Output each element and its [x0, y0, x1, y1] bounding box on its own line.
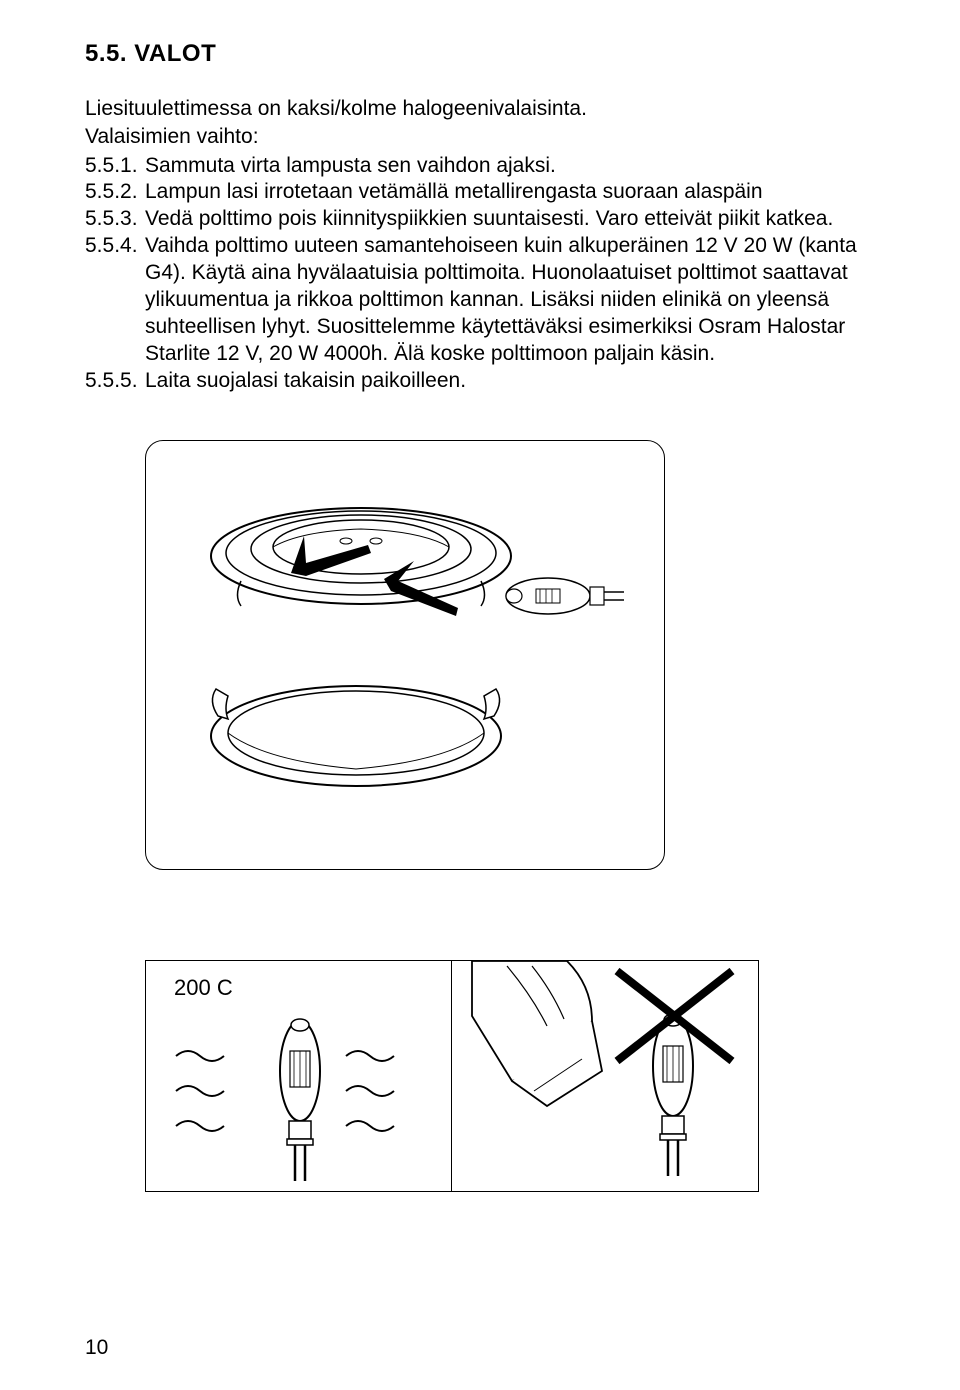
- lamp-replacement-illustration: [146, 441, 666, 871]
- section-number: 5.5.: [85, 40, 127, 67]
- list-item-number: 5.5.5.: [85, 368, 145, 395]
- no-touch-panel: [452, 960, 759, 1192]
- intro-line-2: Valaisimien vaihto:: [85, 124, 875, 150]
- list-item-number: 5.5.3.: [85, 206, 145, 233]
- section-heading: 5.5. VALOT: [85, 40, 875, 68]
- main-diagram: [145, 440, 665, 870]
- no-touch-illustration: [452, 961, 759, 1193]
- list-item: 5.5.2. Lampun lasi irrotetaan vetämällä …: [85, 179, 875, 206]
- list-item: 5.5.3. Vedä polttimo pois kiinnityspiikk…: [85, 206, 875, 233]
- list-item-text: Vedä polttimo pois kiinnityspiikkien suu…: [145, 206, 875, 233]
- bottom-diagram-row: 200 C: [145, 960, 875, 1192]
- list-item: 5.5.5. Laita suojalasi takaisin paikoill…: [85, 368, 875, 395]
- list-item-text: Sammuta virta lampusta sen vaihdon ajaks…: [145, 153, 875, 180]
- list-item: 5.5.4. Vaihda polttimo uuteen samantehoi…: [85, 233, 875, 367]
- instruction-list: 5.5.1. Sammuta virta lampusta sen vaihdo…: [85, 153, 875, 395]
- hot-bulb-panel: 200 C: [145, 960, 452, 1192]
- list-item-number: 5.5.1.: [85, 153, 145, 180]
- list-item-text: Lampun lasi irrotetaan vetämällä metalli…: [145, 179, 875, 206]
- list-item-text: Laita suojalasi takaisin paikoilleen.: [145, 368, 875, 395]
- temperature-label: 200 C: [174, 975, 233, 1001]
- section-title: VALOT: [134, 40, 216, 67]
- list-item-number: 5.5.2.: [85, 179, 145, 206]
- list-item-text: Vaihda polttimo uuteen samantehoiseen ku…: [145, 233, 875, 367]
- page-number: 10: [85, 1336, 108, 1360]
- list-item-number: 5.5.4.: [85, 233, 145, 367]
- list-item: 5.5.1. Sammuta virta lampusta sen vaihdo…: [85, 153, 875, 180]
- intro-line-1: Liesituulettimessa on kaksi/kolme haloge…: [85, 96, 875, 122]
